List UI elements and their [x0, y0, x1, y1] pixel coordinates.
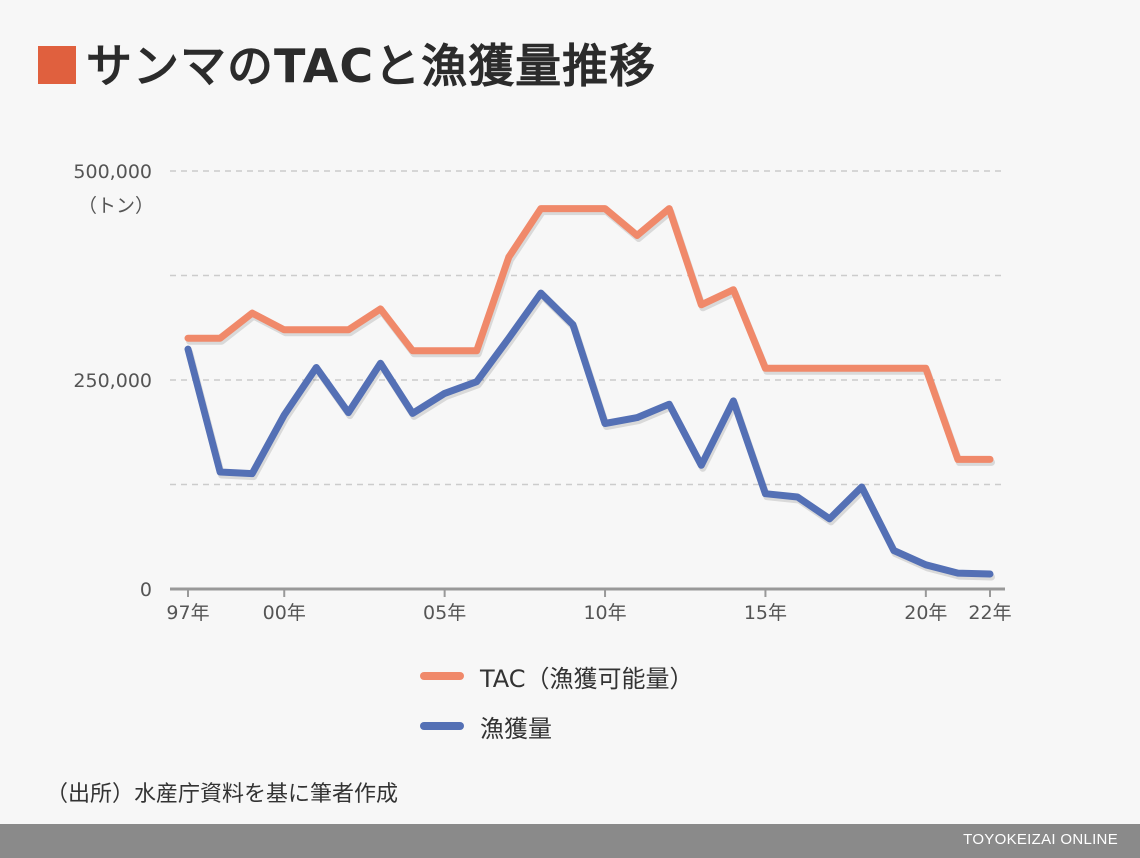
legend-swatch-catch: [420, 722, 464, 730]
x-tick-label: 00年: [263, 602, 306, 624]
x-tick-label: 20年: [904, 602, 947, 624]
series-line-tac-shadow: [186, 208, 995, 466]
footer-bar: TOYOKEIZAI ONLINE: [0, 824, 1140, 858]
x-tick-label: 97年: [166, 602, 209, 624]
title-marker-square: [38, 46, 76, 84]
y-tick-label: 250,000: [73, 370, 152, 392]
chart-title-block: サンマのTACと漁獲量推移: [38, 30, 656, 96]
series-line-tac: [184, 205, 994, 463]
y-tick-label: 500,000: [73, 161, 152, 183]
brand-label: TOYOKEIZAI ONLINE: [963, 831, 1118, 848]
chart-title: サンマのTACと漁獲量推移: [86, 39, 657, 93]
legend-label-tac: TAC（漁獲可能量）: [480, 664, 694, 693]
series-line-catch: [184, 289, 994, 578]
line-chart: 0 250,000 500,000 （トン） 97年 00年 05年 10年 15年 20年 22年: [73, 161, 1011, 624]
x-tick-label: 10年: [583, 602, 626, 624]
x-tick-label: 15年: [744, 602, 787, 624]
legend-swatch-tac: [420, 672, 464, 680]
x-tick-label: 22年: [968, 602, 1011, 624]
series-line-catch-shadow: [186, 292, 995, 581]
legend-item-tac: TAC（漁獲可能量）: [420, 656, 694, 696]
y-unit-label: （トン）: [78, 195, 154, 217]
legend-label-catch: 漁獲量: [480, 714, 552, 743]
x-tick-label: 05年: [423, 602, 466, 624]
y-tick-label: 0: [140, 579, 152, 601]
legend: TAC（漁獲可能量） 漁獲量: [420, 656, 694, 756]
legend-item-catch: 漁獲量: [420, 706, 694, 746]
source-note: （出所）水産庁資料を基に筆者作成: [46, 782, 399, 807]
